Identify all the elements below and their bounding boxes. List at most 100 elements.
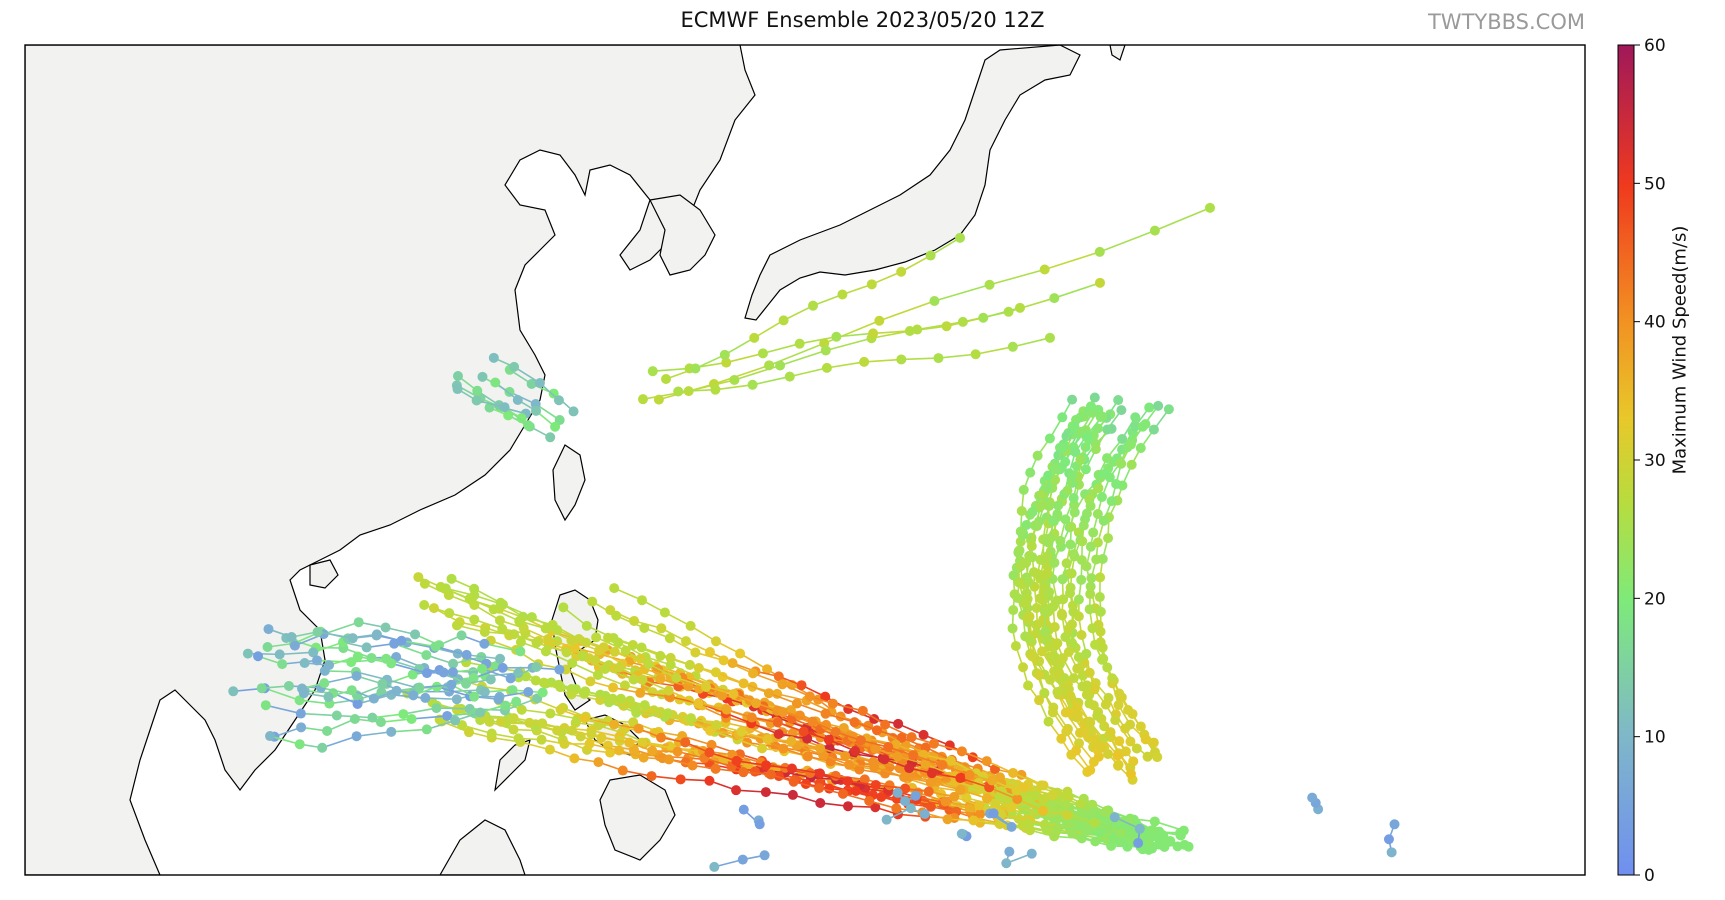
track-segment	[328, 655, 359, 666]
track-point	[1134, 823, 1145, 834]
track-point	[1389, 819, 1400, 830]
track-point	[820, 345, 831, 356]
track-point	[1076, 574, 1087, 585]
track-point	[1059, 673, 1070, 684]
track-point	[870, 743, 881, 754]
track-segment	[613, 587, 643, 601]
track-point	[814, 783, 825, 794]
track-point	[905, 803, 916, 814]
track-point	[978, 312, 989, 323]
track-segment	[403, 707, 437, 715]
track-segment	[946, 316, 984, 327]
track-point	[1105, 727, 1116, 738]
track-point	[352, 698, 363, 709]
track-point	[1096, 492, 1107, 503]
track-segment	[435, 645, 467, 656]
track-point	[1085, 501, 1096, 512]
track-segment	[713, 364, 770, 385]
track-point	[630, 704, 641, 715]
track-point	[837, 788, 848, 799]
track-point	[1070, 447, 1081, 458]
track-point	[710, 763, 721, 774]
track-point	[1095, 572, 1106, 583]
track-point	[746, 712, 757, 723]
track-point	[955, 784, 966, 795]
track-point	[778, 743, 789, 754]
track-segment	[825, 712, 855, 723]
track-point	[773, 671, 784, 682]
track-segment	[1054, 282, 1101, 299]
track-segment	[652, 367, 690, 372]
track-point	[555, 704, 566, 715]
track-point	[1135, 721, 1146, 732]
track-point	[633, 723, 644, 734]
track-point	[671, 672, 682, 683]
track-point	[410, 629, 421, 640]
map-title: ECMWF Ensemble 2023/05/20 12Z	[680, 8, 1045, 32]
track-point	[1060, 514, 1071, 525]
track-point	[1153, 400, 1164, 411]
track-segment	[826, 361, 865, 369]
track-point	[1047, 790, 1058, 801]
track-segment	[739, 652, 768, 670]
track-point	[1057, 610, 1068, 621]
track-point	[628, 744, 639, 755]
track-point	[929, 295, 940, 306]
track-point	[1125, 736, 1136, 747]
track-point	[331, 710, 342, 721]
track-point	[923, 786, 934, 797]
track-point	[754, 819, 765, 830]
track-point	[749, 766, 760, 777]
track-segment	[909, 325, 947, 332]
track-point	[1094, 246, 1105, 257]
track-segment	[355, 671, 388, 681]
track-point	[908, 750, 919, 761]
track-point	[260, 700, 271, 711]
track-point	[1004, 846, 1015, 857]
track-point	[371, 630, 382, 641]
track-point	[673, 386, 684, 397]
track-point	[1053, 500, 1064, 511]
track-point	[639, 623, 650, 634]
track-point	[749, 332, 760, 343]
track-point	[312, 655, 323, 666]
track-point	[540, 646, 551, 657]
track-point	[849, 717, 860, 728]
track-point	[446, 679, 457, 690]
track-point	[495, 653, 506, 664]
track-point	[1077, 536, 1088, 547]
track-point	[507, 685, 518, 696]
track-point	[762, 664, 773, 675]
track-point	[494, 615, 505, 626]
track-point	[1101, 453, 1112, 464]
track-point	[710, 384, 721, 395]
track-segment	[419, 683, 452, 689]
track-point	[421, 650, 432, 661]
track-point	[1095, 412, 1106, 423]
track-point	[1089, 392, 1100, 403]
track-point	[1083, 433, 1094, 444]
track-segment	[676, 677, 707, 688]
colorbar-tick-label: 50	[1644, 174, 1666, 194]
track-point	[956, 828, 967, 839]
track-segment	[789, 367, 828, 378]
track-point	[620, 645, 631, 656]
track-point	[925, 801, 936, 812]
track-point	[663, 685, 674, 696]
track-point	[1010, 640, 1021, 651]
track-point	[508, 713, 519, 724]
track-point	[286, 632, 297, 643]
track-point	[881, 814, 892, 825]
track-point	[925, 777, 936, 788]
track-segment	[326, 718, 356, 732]
track-segment	[873, 330, 910, 335]
track-point	[883, 742, 894, 753]
track-segment	[695, 675, 724, 691]
track-point	[349, 713, 360, 724]
track-point	[553, 679, 564, 690]
track-point	[469, 614, 480, 625]
track-point	[859, 356, 870, 367]
track-point	[941, 321, 952, 332]
track-point	[759, 850, 770, 861]
track-segment	[752, 375, 790, 386]
